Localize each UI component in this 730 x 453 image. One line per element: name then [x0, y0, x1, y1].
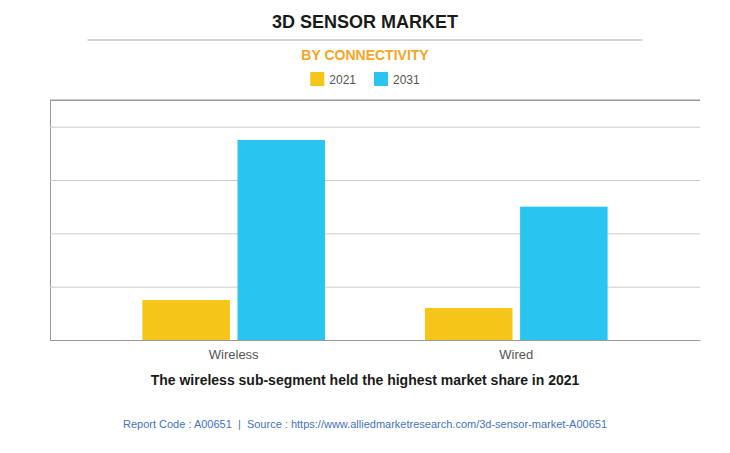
bar-series	[142, 300, 512, 340]
legend-label: 2031	[393, 73, 420, 87]
x-tick: Wired	[499, 347, 533, 362]
bar-series	[238, 140, 608, 340]
footer: The wireless sub-segment held the highes…	[151, 372, 580, 388]
bar	[142, 300, 230, 340]
y-axis-line	[51, 101, 701, 341]
bar	[520, 207, 608, 340]
chart: 3D SENSOR MARKETBY CONNECTIVITYWirelessW…	[0, 0, 730, 453]
x-axis: Wireless Wired	[51, 341, 701, 363]
x-tick-label: Wireless	[209, 347, 259, 362]
legend-label: 2021	[329, 73, 356, 87]
bars	[142, 140, 607, 340]
bar	[238, 140, 326, 340]
y-tick	[50, 340, 700, 341]
y-axis	[50, 101, 700, 341]
top-border	[50, 100, 700, 101]
grid-line	[50, 340, 700, 341]
subtitle: BY CONNECTIVITY	[301, 47, 429, 63]
grid-line	[50, 127, 700, 128]
legend-item: 2021	[310, 72, 356, 87]
legend-swatch	[310, 72, 324, 86]
title: 3D SENSOR MARKET	[272, 12, 458, 32]
legend-swatch	[374, 72, 388, 86]
chart-container: 3D SENSOR MARKETBY CONNECTIVITYWirelessW…	[0, 0, 730, 453]
x-tick: Wireless	[209, 347, 259, 362]
grid-line	[50, 180, 700, 181]
title-separator	[88, 40, 643, 41]
x-tick-label: Wired	[499, 347, 533, 362]
legend-item: 2031	[374, 72, 420, 87]
source: Report Code : A00651 | Source : https://…	[123, 418, 607, 430]
x-axis-line	[51, 340, 701, 341]
legend: 2021 2031	[310, 72, 420, 87]
y-tick	[50, 180, 700, 181]
y-tick	[50, 127, 700, 128]
bar	[425, 308, 513, 340]
plot-area: Wireless Wired	[50, 100, 701, 362]
